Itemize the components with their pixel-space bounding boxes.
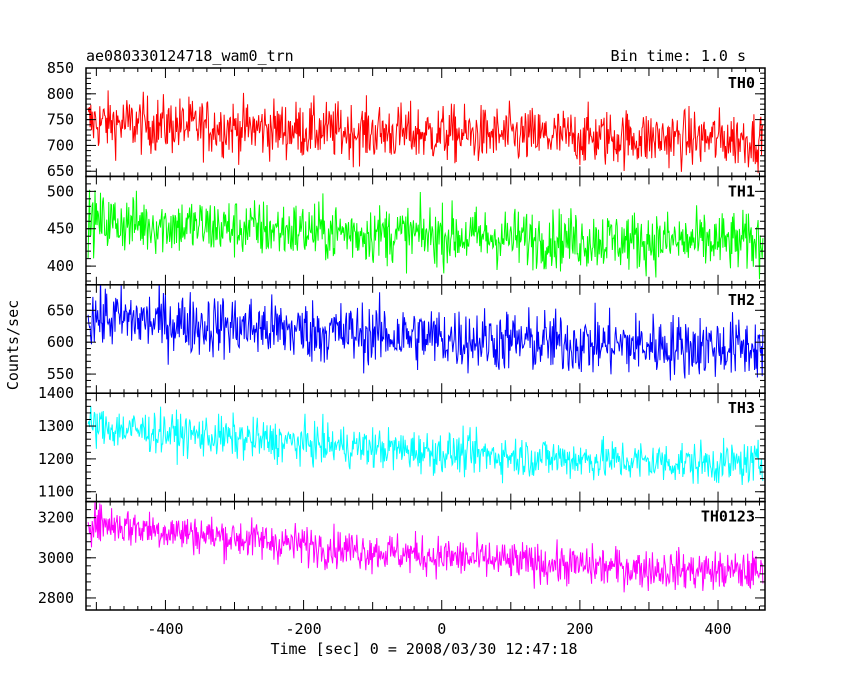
y-tick-label: 1400: [38, 384, 74, 402]
panels: 650 700 750 800 850 TH0 400 450 500 TH1 550 600 650 T…: [38, 59, 766, 638]
y-tick-label: 850: [47, 59, 74, 77]
panel-label-th0123: TH0123: [701, 508, 755, 526]
y-tick-label: 450: [47, 220, 74, 238]
y-tick-label: 1200: [38, 450, 74, 468]
y-tick-label: 2800: [38, 589, 74, 607]
y-tick-label: 650: [47, 162, 74, 180]
series-line-th0123: [87, 501, 764, 593]
y-tick-label: 550: [47, 365, 74, 383]
y-tick-label: 650: [47, 301, 74, 319]
x-tick-label: 400: [704, 620, 731, 638]
y-tick-label: 700: [47, 136, 74, 154]
panel-frame-th0123: [85, 500, 766, 611]
x-tick-label: 200: [566, 620, 593, 638]
y-tick-label: 3000: [38, 549, 74, 567]
x-tick-label: 0: [437, 620, 446, 638]
y-tick-label: 400: [47, 257, 74, 275]
x-axis-label: Time [sec] 0 = 2008/03/30 12:47:18: [270, 640, 577, 658]
bin-time-label: Bin time: 1.0 s: [611, 47, 746, 65]
panel-label-th0: TH0: [728, 74, 755, 92]
x-tick-label: -400: [147, 620, 183, 638]
series-line-th1: [87, 189, 764, 280]
panel-label-th3: TH3: [728, 399, 755, 417]
y-tick-label: 1300: [38, 417, 74, 435]
series-line-th3: [87, 406, 764, 486]
panel-label-th1: TH1: [728, 182, 755, 200]
series-line-th2: [87, 284, 764, 381]
x-tick-label: -200: [286, 620, 322, 638]
y-tick-label: 500: [47, 182, 74, 200]
panel-label-th2: TH2: [728, 291, 755, 309]
y-axis-label: Counts/sec: [4, 300, 22, 390]
y-tick-label: 1100: [38, 483, 74, 501]
chart-title: ae080330124718_wam0_trn: [86, 47, 294, 65]
y-tick-label: 3200: [38, 509, 74, 527]
series-line-th0: [87, 90, 764, 174]
y-tick-label: 750: [47, 111, 74, 129]
y-tick-label: 600: [47, 333, 74, 351]
y-tick-label: 800: [47, 85, 74, 103]
